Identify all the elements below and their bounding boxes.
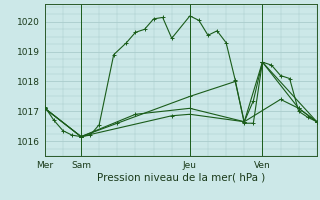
X-axis label: Pression niveau de la mer( hPa ): Pression niveau de la mer( hPa ) [97,173,265,183]
